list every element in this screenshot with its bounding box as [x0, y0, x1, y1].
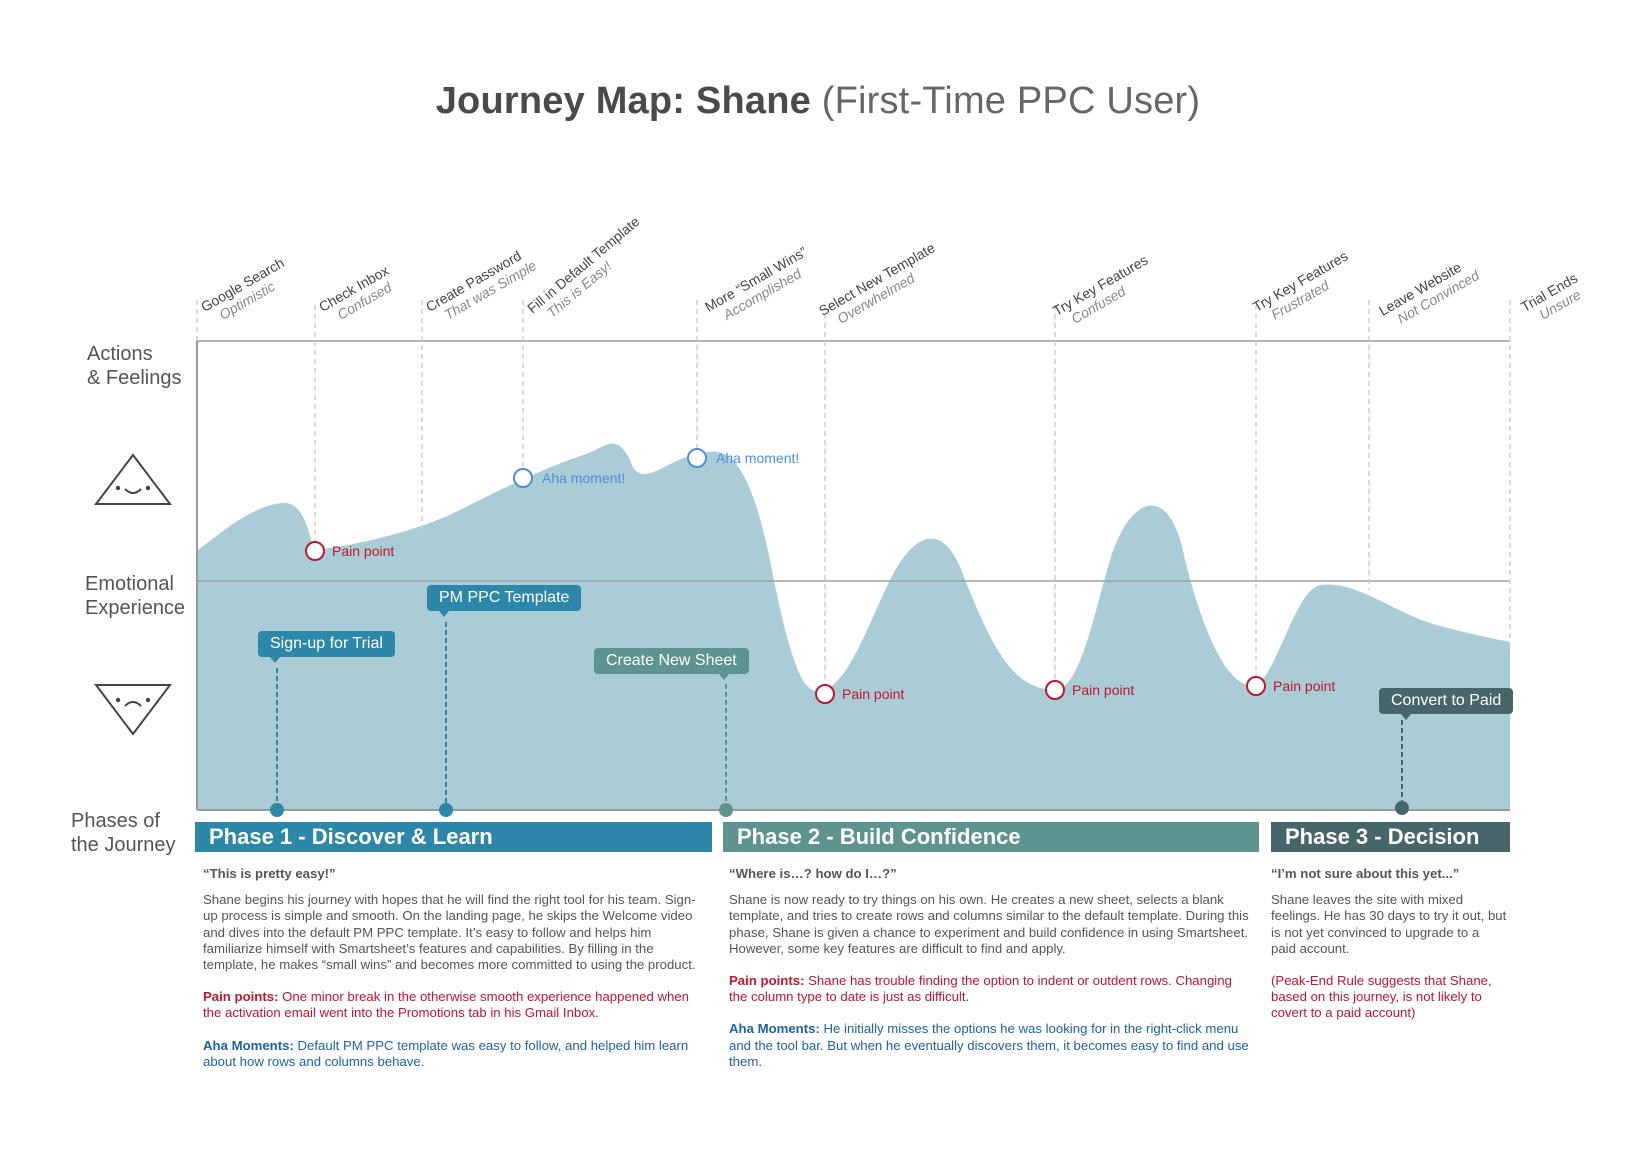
happy-face-smile	[124, 488, 142, 494]
phase-1-description: “This is pretty easy!” Shane begins his …	[203, 866, 708, 1086]
aha-moments-text: He initially misses the options he was l…	[729, 1021, 1249, 1069]
phase-quote: “This is pretty easy!”	[203, 866, 336, 881]
callout-template: PM PPC Template	[427, 585, 582, 617]
aha-moments-heading: Aha Moments:	[729, 1021, 820, 1037]
phase-body: Shane leaves the site with mixed feeling…	[1271, 892, 1507, 956]
aha-moment-label: Aha moment!	[716, 450, 800, 466]
row-label-line: Experience	[85, 597, 186, 619]
happy-face-triangle	[93, 453, 173, 505]
phase-quote: “Where is…? how do I…?”	[729, 866, 897, 881]
phase-3-bar: Phase 3 - Decision	[1271, 822, 1510, 852]
happy-face-eye	[115, 485, 121, 491]
phase-pain-points: Pain points: Shane has trouble finding t…	[729, 973, 1251, 1005]
row-label-phases: Phases of the Journey	[71, 809, 176, 857]
sad-face-icon	[93, 684, 173, 736]
event-dot-newsheet	[719, 803, 733, 817]
row-label-emotional: Emotional Experience	[85, 572, 185, 620]
phase-1-bar: Phase 1 - Discover & Learn	[195, 822, 712, 852]
phase-quote: “I’m not sure about this yet...”	[1271, 866, 1460, 881]
aha-moments-text: Default PM PPC template was easy to foll…	[203, 1037, 689, 1069]
aha-moment-marker	[687, 448, 707, 468]
pain-point-label: Pain point	[842, 686, 905, 702]
pain-points-heading: Pain points:	[203, 989, 279, 1005]
happy-face-eye	[145, 485, 151, 491]
phase-2-bar: Phase 2 - Build Confidence	[723, 822, 1259, 852]
title-subtitle: (First-Time PPC User)	[821, 80, 1201, 122]
pain-point-label: Pain point	[1273, 678, 1336, 694]
row-label-line: Emotional	[85, 573, 174, 595]
phase-aha-moments: Aha Moments: He initially misses the opt…	[729, 1021, 1251, 1070]
callout-convert: Convert to Paid	[1379, 688, 1514, 720]
pain-point-label: Pain point	[332, 543, 395, 559]
step-guides	[196, 300, 1511, 690]
pain-points-text: Shane has trouble finding the option to …	[729, 973, 1232, 1005]
phase-body: Shane is now ready to try things on his …	[729, 892, 1249, 956]
row-label-line: Phases of	[71, 810, 160, 832]
pain-points-heading: Pain points:	[729, 973, 805, 989]
event-dot-template	[439, 803, 453, 817]
event-dot-convert	[1395, 801, 1409, 815]
phase-body: Shane begins his journey with hopes that…	[203, 892, 696, 973]
emotion-area	[197, 443, 1510, 810]
phase-aha-moments: Aha Moments: Default PM PPC template was…	[203, 1038, 708, 1070]
pain-markers	[305, 541, 1266, 704]
phase-2-description: “Where is…? how do I…?” Shane is now rea…	[729, 866, 1251, 1086]
callout-stems	[276, 622, 1403, 808]
aha-moments-heading: Aha Moments:	[203, 1037, 294, 1053]
row-label-line: the Journey	[71, 834, 176, 856]
callout-signup: Sign-up for Trial	[258, 631, 395, 663]
pain-point-marker	[1045, 680, 1065, 700]
row-label-line: Actions	[87, 343, 153, 365]
aha-moment-label: Aha moment!	[542, 470, 626, 486]
phase-pain-points: Pain points: One minor break in the othe…	[203, 989, 708, 1021]
sad-face-triangle	[93, 684, 173, 736]
event-dot-signup	[270, 803, 284, 817]
aha-moment-marker	[513, 468, 533, 488]
sad-face-frown	[124, 701, 142, 707]
phase-note: (Peak-End Rule suggests that Shane, base…	[1271, 973, 1492, 1021]
aha-markers	[513, 448, 707, 488]
sad-face-eye	[145, 697, 151, 703]
happy-face-icon	[93, 453, 173, 505]
sad-face-eye	[115, 697, 121, 703]
pain-points-text: One minor break in the otherwise smooth …	[203, 989, 690, 1021]
row-label-line: & Feelings	[87, 367, 182, 389]
page-title: Journey Map: Shane (First-Time PPC User)	[0, 80, 1636, 123]
pain-point-marker	[815, 684, 835, 704]
pain-point-marker	[1246, 676, 1266, 696]
title-bold: Journey Map: Shane	[435, 80, 811, 122]
pain-point-label: Pain point	[1072, 682, 1135, 698]
phase-3-description: “I’m not sure about this yet...” Shane l…	[1271, 866, 1507, 1038]
pain-point-marker	[305, 541, 325, 561]
callout-newsheet: Create New Sheet	[594, 648, 749, 680]
row-label-actions: Actions & Feelings	[87, 342, 182, 390]
